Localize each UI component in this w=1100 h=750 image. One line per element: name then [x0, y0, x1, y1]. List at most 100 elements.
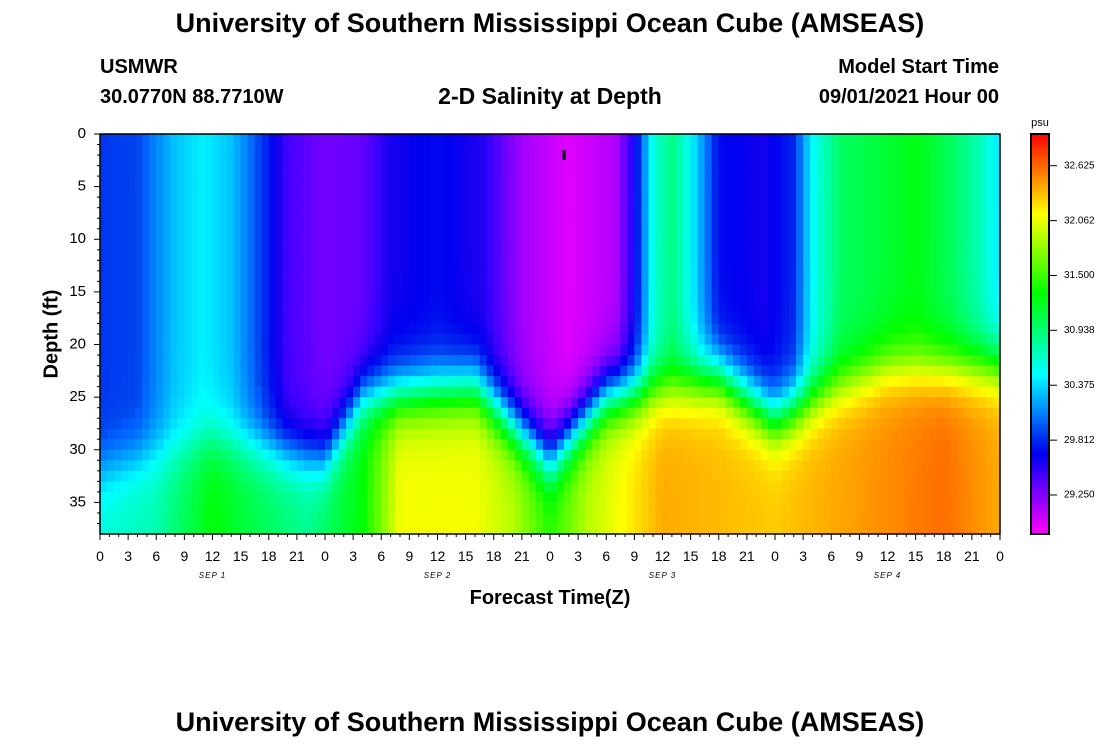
heatmap-cell: [212, 418, 221, 430]
heatmap-cell: [219, 207, 228, 219]
heatmap-cell: [296, 270, 305, 282]
heatmap-cell: [641, 491, 650, 504]
heatmap-cell: [275, 291, 284, 304]
heatmap-cell: [339, 407, 347, 419]
heatmap-cell: [824, 260, 832, 272]
heatmap-cell: [388, 207, 396, 219]
heatmap-cell: [346, 386, 354, 398]
heatmap-cell: [782, 512, 790, 525]
heatmap-cell: [789, 334, 797, 346]
heatmap-cell: [634, 355, 643, 367]
heatmap-cell: [367, 470, 375, 482]
heatmap-cell: [606, 523, 614, 534]
heatmap-cell: [542, 502, 551, 514]
heatmap-cell: [578, 207, 586, 219]
heatmap-cell: [767, 218, 776, 230]
heatmap-cell: [465, 144, 474, 156]
heatmap-cell: [374, 260, 382, 272]
heatmap-cell: [845, 470, 853, 482]
heatmap-cell: [114, 523, 122, 534]
heatmap-cell: [317, 365, 326, 377]
heatmap-cell: [950, 502, 959, 514]
heatmap-cell: [683, 155, 692, 167]
heatmap-cell: [219, 260, 228, 272]
heatmap-cell: [613, 449, 621, 461]
heatmap-cell: [493, 512, 502, 525]
heatmap-cell: [205, 460, 214, 472]
heatmap-cell: [135, 523, 143, 534]
heatmap-cell: [725, 218, 734, 230]
heatmap-cell: [606, 460, 614, 472]
heatmap-cell: [964, 144, 973, 156]
heatmap-cell: [163, 512, 171, 525]
heatmap-cell: [824, 228, 832, 240]
heatmap-cell: [451, 228, 460, 240]
heatmap-cell: [465, 176, 474, 188]
heatmap-cell: [233, 281, 242, 293]
heatmap-cell: [950, 197, 959, 209]
heatmap-cell: [156, 218, 164, 230]
heatmap-cell: [493, 334, 502, 346]
heatmap-cell: [507, 281, 516, 293]
heatmap-cell: [943, 197, 952, 209]
heatmap-cell: [929, 355, 938, 367]
heatmap-cell: [100, 376, 108, 388]
heatmap-cell: [655, 470, 664, 482]
heatmap-cell: [950, 260, 959, 272]
heatmap-cell: [303, 270, 312, 282]
heatmap-cell: [810, 491, 818, 504]
heatmap-cell: [599, 218, 607, 230]
heatmap-cell: [873, 460, 882, 472]
heatmap-cell: [901, 176, 910, 188]
heatmap-cell: [641, 218, 650, 230]
heatmap-cell: [550, 355, 558, 367]
heatmap-cell: [725, 165, 734, 177]
heatmap-cell: [838, 218, 846, 230]
heatmap-cell: [817, 260, 825, 272]
heatmap-cell: [226, 460, 235, 472]
heatmap-cell: [929, 491, 938, 504]
heatmap-cell: [985, 334, 994, 346]
heatmap-cell: [430, 355, 439, 367]
heatmap-cell: [789, 481, 797, 493]
heatmap-cell: [156, 491, 164, 504]
heatmap-cell: [325, 197, 333, 209]
heatmap-cell: [430, 218, 439, 230]
heatmap-cell: [557, 344, 565, 356]
heatmap-cell: [838, 291, 846, 304]
heatmap-cell: [107, 428, 115, 440]
heatmap-cell: [711, 260, 720, 272]
heatmap-cell: [486, 155, 495, 167]
heatmap-cell: [662, 355, 671, 367]
heatmap-cell: [135, 302, 143, 314]
heatmap-cell: [557, 418, 565, 430]
heatmap-cell: [992, 260, 1000, 272]
heatmap-cell: [388, 134, 396, 146]
heatmap-cell: [564, 249, 572, 261]
heatmap-cell: [240, 207, 249, 219]
heatmap-cell: [500, 323, 509, 335]
heatmap-cell: [240, 460, 249, 472]
heatmap-cell: [838, 228, 846, 240]
heatmap-cell: [922, 407, 931, 419]
heatmap-cell: [859, 376, 868, 388]
heatmap-cell: [514, 439, 523, 451]
heatmap-cell: [915, 397, 924, 409]
heatmap-cell: [662, 186, 671, 198]
heatmap-cell: [247, 523, 256, 534]
heatmap-cell: [746, 312, 755, 325]
heatmap-cell: [493, 218, 502, 230]
heatmap-cell: [135, 334, 143, 346]
heatmap-cell: [486, 523, 495, 534]
heatmap-cell: [634, 512, 643, 525]
heatmap-cell: [704, 134, 713, 146]
heatmap-cell: [381, 481, 389, 493]
heatmap-cell: [641, 239, 650, 251]
heatmap-cell: [142, 344, 150, 356]
heatmap-cell: [746, 449, 755, 461]
heatmap-cell: [810, 502, 818, 514]
heatmap-cell: [901, 270, 910, 282]
heatmap-cell: [711, 218, 720, 230]
heatmap-cell: [985, 512, 994, 525]
heatmap-cell: [479, 334, 488, 346]
